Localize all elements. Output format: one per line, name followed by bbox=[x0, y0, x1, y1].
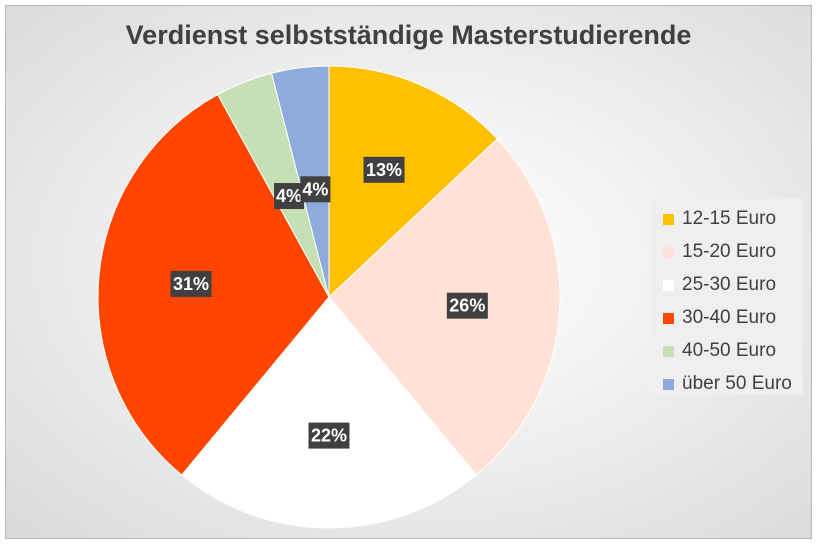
data-label-4: 31% bbox=[170, 270, 212, 297]
svg-text:4%: 4% bbox=[302, 179, 328, 199]
pie-chart: 13% 26% 22% 31% 4% 4% bbox=[97, 65, 561, 529]
legend-swatch bbox=[663, 378, 674, 390]
legend-item-3: 25-30 Euro bbox=[663, 274, 776, 296]
legend-label: 15-20 Euro bbox=[682, 241, 777, 262]
legend-swatch bbox=[663, 279, 674, 291]
chart-title: Verdienst selbstständige Masterstudieren… bbox=[125, 20, 692, 50]
pie-slice-2 bbox=[328, 138, 561, 476]
legend-swatch bbox=[663, 312, 674, 324]
legend-swatch bbox=[663, 246, 674, 258]
legend-label: 30-40 Euro bbox=[682, 307, 777, 328]
data-label-1: 13% bbox=[363, 156, 405, 183]
svg-text:26%: 26% bbox=[449, 296, 485, 316]
legend-label: über 50 Euro bbox=[682, 373, 792, 394]
legend-label: 25-30 Euro bbox=[682, 274, 777, 295]
legend-item-4: 30-40 Euro bbox=[663, 307, 776, 329]
legend-item-1: 12-15 Euro bbox=[663, 208, 776, 230]
svg-text:13%: 13% bbox=[366, 160, 402, 180]
pie-slice-4 bbox=[97, 93, 330, 476]
legend: 12-15 Euro 15-20 Euro 25-30 Euro 30-40 Euro… bbox=[651, 199, 803, 395]
chart-area: Verdienst selbstständige Masterstudieren… bbox=[5, 5, 812, 539]
legend-label: 40-50 Euro bbox=[682, 340, 777, 361]
legend-item-2: 15-20 Euro bbox=[663, 241, 776, 263]
svg-text:31%: 31% bbox=[173, 274, 209, 294]
legend-item-6: über 50 Euro bbox=[663, 373, 792, 395]
legend-swatch bbox=[663, 345, 674, 357]
pie-slice-3 bbox=[181, 296, 477, 529]
legend-item-5: 40-50 Euro bbox=[663, 340, 776, 362]
legend-label: 12-15 Euro bbox=[682, 208, 777, 229]
pie-slice-1 bbox=[328, 65, 499, 299]
svg-text:22%: 22% bbox=[311, 426, 347, 446]
data-label-3: 22% bbox=[308, 422, 350, 449]
data-label-6: 4% bbox=[300, 176, 331, 203]
data-label-5: 4% bbox=[274, 183, 305, 210]
legend-swatch bbox=[663, 213, 674, 225]
data-label-2: 26% bbox=[446, 292, 488, 319]
pie-slice-6 bbox=[270, 65, 330, 298]
svg-text:4%: 4% bbox=[276, 186, 302, 206]
